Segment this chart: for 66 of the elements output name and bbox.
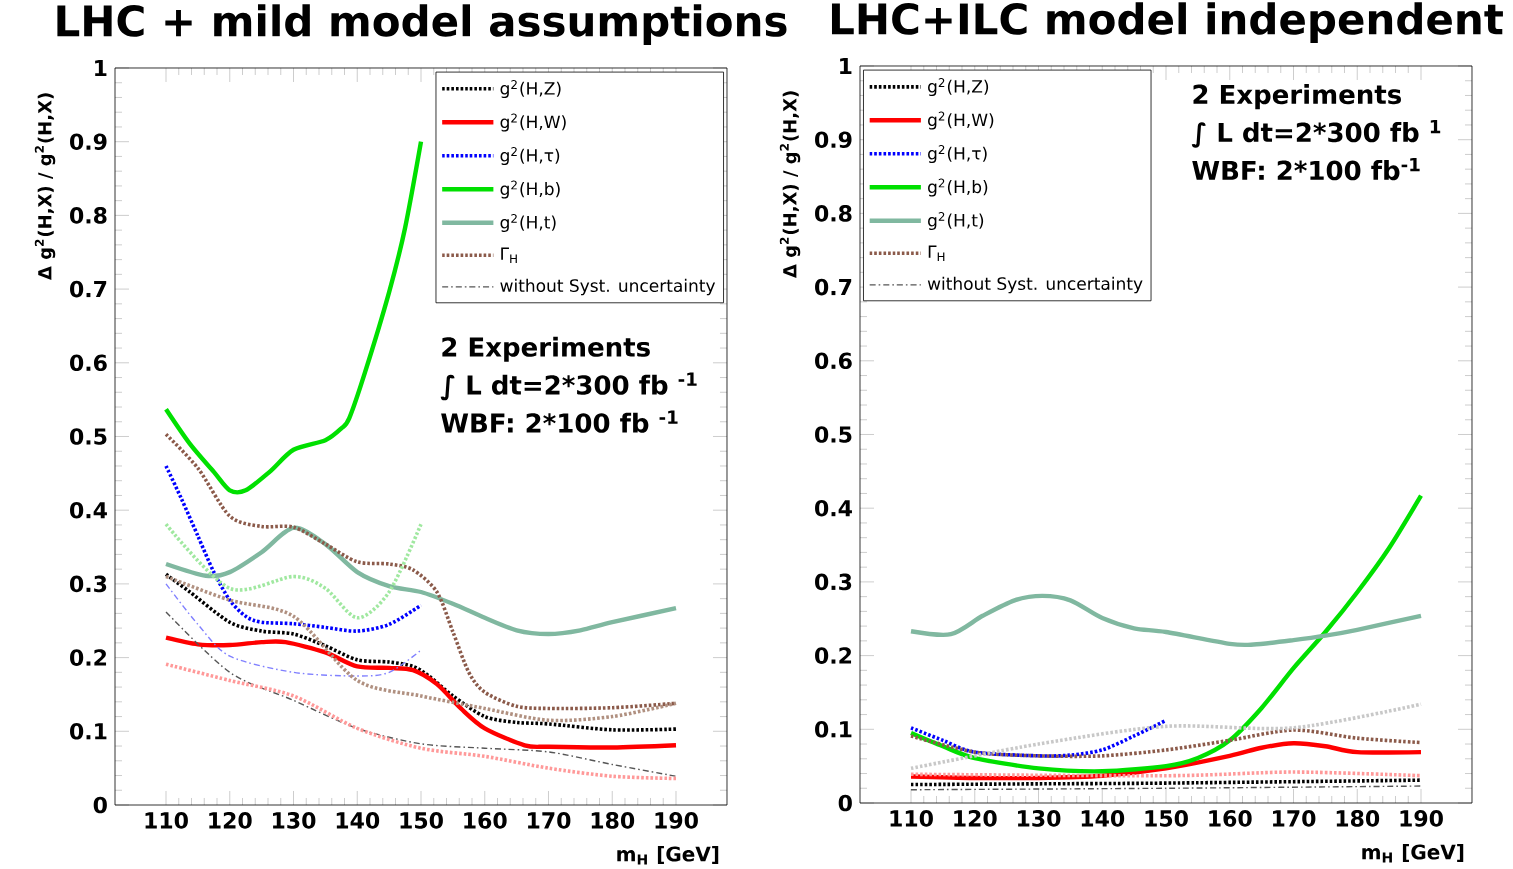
legend-label: g$^{2}$(H,τ) xyxy=(928,145,987,164)
y-tick-label: 0.2 xyxy=(70,649,107,666)
y-tick-label: 0.5 xyxy=(815,426,852,443)
y-tick-label: 0.4 xyxy=(70,501,107,519)
annotation: ∫ L dt=2*300 fb $^{1}$ xyxy=(1191,119,1441,148)
legend-label: Γ$_{H}$ xyxy=(501,247,517,264)
x-tick-label: 110 xyxy=(145,812,188,829)
y-tick-label: 0 xyxy=(93,796,107,814)
x-tick-label: 150 xyxy=(400,812,443,829)
x-tick-label: 110 xyxy=(890,810,933,827)
y-tick-label: 1 xyxy=(840,57,852,75)
x-axis-title: m$_{H}$ [GeV] xyxy=(1362,844,1464,863)
x-tick-label: 140 xyxy=(1081,810,1125,827)
x-tick-label: 160 xyxy=(1209,810,1252,827)
x-tick-label: 180 xyxy=(591,812,635,829)
y-tick-label: 0 xyxy=(838,794,852,812)
x-tick-label: 170 xyxy=(1273,810,1316,827)
legend-label: g$^{2}$(H,τ) xyxy=(500,147,560,166)
legend-label: g$^{2}$(H,t) xyxy=(928,212,984,231)
legend-label: g$^{2}$(H,b) xyxy=(928,178,988,197)
chart-title: LHC + mild model assumptions xyxy=(57,4,787,45)
y-tick-label: 0.1 xyxy=(70,723,107,740)
x-tick-label: 120 xyxy=(209,812,252,829)
annotation: 2 Experiments xyxy=(442,336,650,362)
x-tick-label: 140 xyxy=(336,812,380,829)
y-tick-label: 0.9 xyxy=(70,133,107,151)
y-tick-label: 0.6 xyxy=(70,354,107,372)
y-tick-label: 0.8 xyxy=(70,207,107,224)
legend-label: g$^{2}$(H,W) xyxy=(500,113,566,132)
legend-label: without Syst. uncertainty xyxy=(927,276,1143,294)
y-tick-label: 0.2 xyxy=(815,647,852,664)
legend-label: g$^{2}$(H,b) xyxy=(500,180,560,199)
y-tick-label: 0.4 xyxy=(815,499,852,517)
legend-label: g$^{2}$(H,Z) xyxy=(928,78,989,97)
x-tick-label: 190 xyxy=(655,812,698,829)
y-tick-label: 1 xyxy=(95,59,107,77)
x-tick-label: 170 xyxy=(528,812,571,829)
annotation: WBF: 2*100 fb$^{-1}$ xyxy=(1192,157,1420,181)
legend-label: g$^{2}$(H,Z) xyxy=(500,80,561,99)
y-axis-title: Δ g$^{2}$(H,X) / g$^{2}$(H,X) xyxy=(779,91,801,278)
y-tick-label: 0.7 xyxy=(815,278,852,296)
legend-label: Γ$_{H}$ xyxy=(928,245,945,262)
y-tick-label: 0.8 xyxy=(815,205,852,222)
x-tick-label: 130 xyxy=(273,812,316,829)
y-tick-label: 0.7 xyxy=(70,280,107,298)
x-tick-label: 160 xyxy=(464,812,507,829)
x-tick-label: 130 xyxy=(1018,810,1061,827)
y-tick-label: 0.3 xyxy=(70,575,107,593)
x-axis-title: m$_{H}$ [GeV] xyxy=(617,846,719,865)
annotation: WBF: 2*100 fb $^{-1}$ xyxy=(441,410,678,433)
y-tick-label: 0.3 xyxy=(815,573,852,591)
legend-label: g$^{2}$(H,t) xyxy=(500,214,556,233)
x-tick-label: 120 xyxy=(954,810,997,827)
chart-title: LHC+ILC model independent xyxy=(831,2,1503,43)
x-tick-label: 150 xyxy=(1145,810,1188,827)
legend-label: without Syst. uncertainty xyxy=(500,278,716,296)
y-tick-label: 0.5 xyxy=(70,428,107,445)
annotation: 2 Experiments xyxy=(1193,84,1401,110)
x-tick-label: 180 xyxy=(1336,810,1380,827)
y-tick-label: 0.1 xyxy=(815,721,852,738)
y-tick-label: 0.6 xyxy=(815,352,852,370)
x-tick-label: 190 xyxy=(1400,810,1443,827)
y-tick-label: 0.9 xyxy=(815,131,852,149)
y-axis-title: Δ g$^{2}$(H,X) / g$^{2}$(H,X) xyxy=(34,93,56,280)
legend-label: g$^{2}$(H,W) xyxy=(928,111,994,130)
annotation: ∫ L dt=2*300 fb $^{-1}$ xyxy=(440,372,697,401)
